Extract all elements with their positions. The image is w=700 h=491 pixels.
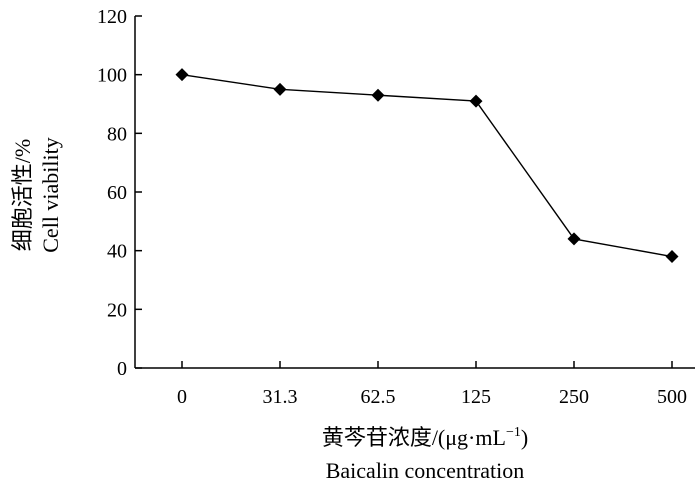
series-line xyxy=(181,73,673,258)
data-point xyxy=(371,88,385,102)
x-axis-title-superscript: −1 xyxy=(506,425,521,440)
data-point xyxy=(273,82,287,96)
y-axis-title-en: Cell viability xyxy=(38,137,63,253)
y-axis-title-cn: 细胞活性/% xyxy=(10,139,35,251)
y-tick-label: 20 xyxy=(107,299,127,321)
x-tick-label: 31.3 xyxy=(263,386,298,408)
x-tick-label: 62.5 xyxy=(361,386,396,408)
data-point xyxy=(175,68,189,82)
x-ticks: 0 31.3 62.5 125 250 500 xyxy=(177,361,687,408)
data-point xyxy=(567,232,581,246)
series-layer xyxy=(175,68,679,264)
x-tick-label: 250 xyxy=(559,386,589,408)
y-tick-label: 120 xyxy=(97,6,127,28)
x-axis-title-en: Baicalin concentration xyxy=(326,458,525,483)
y-tick-label: 0 xyxy=(117,358,127,380)
x-tick-label: 500 xyxy=(657,386,687,408)
data-point xyxy=(469,94,483,108)
y-tick-label: 80 xyxy=(107,123,127,145)
x-tick-label: 0 xyxy=(177,386,187,408)
y-tick-label: 60 xyxy=(107,182,127,204)
axes xyxy=(134,16,695,369)
data-point xyxy=(665,250,679,264)
y-ticks: 0 20 40 60 80 100 120 xyxy=(97,6,142,380)
x-axis-title-cn: 黄芩苷浓度/(μg·mL−1) xyxy=(322,425,528,450)
x-tick-label: 125 xyxy=(461,386,491,408)
x-axis-title-close: ) xyxy=(521,425,528,450)
y-tick-label: 40 xyxy=(107,241,127,263)
y-tick-label: 100 xyxy=(97,65,127,87)
